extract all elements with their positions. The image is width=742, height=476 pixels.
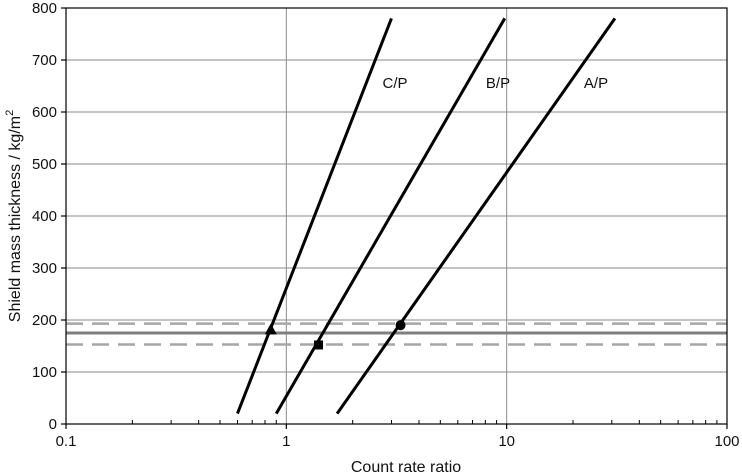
- y-tick-label: 800: [32, 0, 57, 17]
- y-axis-title: Shield mass thickness / kg/m2: [4, 110, 24, 322]
- y-axis-title-main: Shield mass thickness / kg/m: [7, 116, 24, 322]
- y-tick-label: 400: [32, 208, 57, 225]
- y-tick-label: 700: [32, 52, 57, 69]
- y-tick-label: 600: [32, 104, 57, 121]
- y-tick-label: 0: [49, 416, 57, 433]
- series-line-c-p: [236, 17, 393, 415]
- y-tick-label: 500: [32, 156, 57, 173]
- series-label-a-p: A/P: [584, 75, 608, 92]
- tick-labels: 0.1 1 10 100 0 100 200 300 400 500 600 700 800: [32, 0, 740, 450]
- markers-group: [264, 320, 406, 350]
- marker-c-p: [264, 323, 277, 335]
- series-label-b-p: B/P: [486, 75, 510, 92]
- x-tick-label: 0.1: [56, 433, 77, 450]
- reference-lines: [66, 322, 727, 346]
- series-line-a-p: [335, 17, 617, 415]
- y-axis-title-superscript: 2: [4, 110, 16, 116]
- x-tick-label: 1: [282, 433, 290, 450]
- marker-a-p: [395, 320, 406, 331]
- x-axis-title: Count rate ratio: [351, 459, 461, 476]
- plot-frame: [61, 7, 728, 429]
- marker-b-p: [314, 340, 324, 350]
- series-labels: C/P B/P A/P: [382, 75, 608, 92]
- x-tick-label: 100: [714, 433, 739, 450]
- y-tick-label: 100: [32, 364, 57, 381]
- series-label-c-p: C/P: [382, 75, 407, 92]
- y-tick-label: 300: [32, 260, 57, 277]
- x-tick-label: 10: [498, 433, 515, 450]
- grid: [66, 8, 727, 424]
- y-tick-label: 200: [32, 312, 57, 329]
